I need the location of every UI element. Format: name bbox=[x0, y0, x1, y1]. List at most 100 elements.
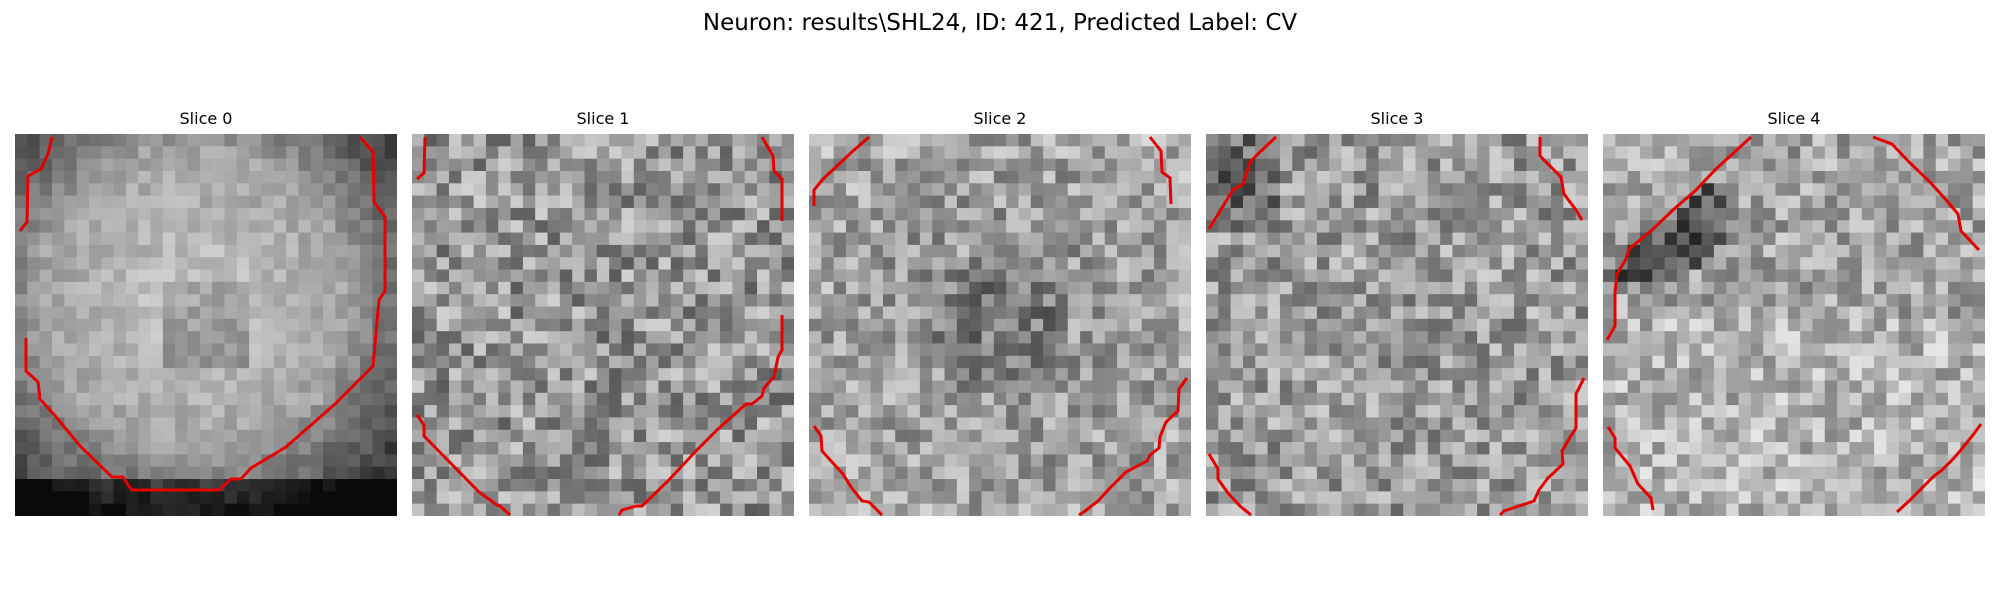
pixel bbox=[424, 158, 438, 172]
pixel bbox=[1538, 232, 1552, 246]
pixel bbox=[1713, 195, 1727, 209]
pixel bbox=[1551, 368, 1564, 382]
pixel bbox=[1279, 405, 1293, 419]
pixel bbox=[1242, 232, 1256, 246]
pixel bbox=[969, 417, 983, 431]
pixel bbox=[1763, 405, 1777, 419]
pixel bbox=[1603, 158, 1616, 172]
pixel bbox=[882, 306, 896, 320]
pixel bbox=[51, 368, 65, 382]
pixel bbox=[1440, 479, 1454, 492]
pixel bbox=[510, 294, 524, 308]
pixel bbox=[695, 392, 709, 406]
pixel bbox=[1218, 355, 1232, 369]
pixel bbox=[125, 392, 139, 406]
pixel bbox=[360, 158, 373, 172]
pixel bbox=[1664, 232, 1678, 246]
pixel bbox=[870, 294, 884, 308]
pixel bbox=[1206, 380, 1219, 394]
pixel bbox=[1292, 183, 1306, 197]
slice-title: Slice 1 bbox=[576, 109, 630, 128]
pixel bbox=[744, 232, 758, 246]
pixel bbox=[39, 207, 53, 221]
pixel bbox=[76, 318, 90, 332]
pixel bbox=[1886, 318, 1900, 332]
pixel bbox=[273, 331, 287, 345]
pixel bbox=[1230, 442, 1244, 455]
pixel bbox=[1689, 405, 1703, 419]
pixel bbox=[1440, 442, 1454, 455]
pixel bbox=[1080, 392, 1094, 406]
pixel bbox=[572, 232, 586, 246]
pixel bbox=[1676, 343, 1690, 357]
pixel bbox=[113, 232, 127, 246]
pixel bbox=[113, 442, 127, 455]
pixel bbox=[1972, 466, 1985, 480]
pixel bbox=[1575, 466, 1588, 480]
pixel bbox=[212, 281, 226, 295]
pixel bbox=[1800, 207, 1814, 221]
pixel bbox=[1477, 207, 1491, 221]
pixel bbox=[609, 207, 623, 221]
pixel bbox=[956, 318, 970, 332]
pixel bbox=[1713, 207, 1727, 221]
pixel bbox=[88, 170, 102, 184]
pixel bbox=[175, 491, 189, 505]
pixel bbox=[858, 380, 872, 394]
pixel bbox=[1341, 170, 1355, 184]
pixel bbox=[1353, 331, 1367, 345]
pixel bbox=[236, 405, 250, 419]
pixel bbox=[732, 331, 746, 345]
pixel bbox=[1948, 343, 1961, 357]
pixel bbox=[1615, 355, 1629, 369]
pixel bbox=[1206, 146, 1219, 160]
pixel bbox=[744, 269, 758, 283]
pixel bbox=[609, 405, 623, 419]
pixel bbox=[1279, 343, 1293, 357]
pixel bbox=[547, 380, 561, 394]
pixel bbox=[498, 244, 512, 258]
pixel bbox=[1812, 170, 1826, 184]
pixel bbox=[993, 134, 1007, 147]
pixel bbox=[1006, 417, 1020, 431]
pixel bbox=[249, 170, 263, 184]
pixel bbox=[633, 429, 647, 443]
pixel bbox=[323, 269, 336, 283]
pixel bbox=[1664, 380, 1678, 394]
pixel bbox=[1750, 405, 1764, 419]
pixel bbox=[1898, 195, 1912, 209]
pixel bbox=[1055, 306, 1069, 320]
pixel bbox=[347, 134, 361, 147]
pixel bbox=[821, 405, 835, 419]
pixel bbox=[101, 318, 115, 332]
pixel bbox=[1129, 479, 1143, 492]
pixel bbox=[584, 331, 598, 345]
pixel bbox=[1738, 281, 1752, 295]
pixel bbox=[1652, 294, 1666, 308]
pixel bbox=[1141, 405, 1155, 419]
pixel bbox=[1824, 281, 1838, 295]
pixel bbox=[162, 466, 176, 480]
pixel bbox=[1972, 207, 1985, 221]
pixel bbox=[1603, 207, 1616, 221]
pixel bbox=[1129, 207, 1143, 221]
pixel bbox=[584, 503, 598, 516]
pixel bbox=[596, 392, 610, 406]
pixel bbox=[298, 220, 312, 234]
pixel bbox=[919, 294, 933, 308]
pixel bbox=[596, 454, 610, 468]
pixel bbox=[1043, 503, 1057, 516]
pixel bbox=[1861, 405, 1875, 419]
pixel bbox=[1701, 442, 1715, 455]
pixel bbox=[1230, 331, 1244, 345]
pixel bbox=[1874, 466, 1888, 480]
pixel bbox=[64, 479, 78, 492]
pixel bbox=[1329, 207, 1343, 221]
pixel bbox=[1489, 331, 1503, 345]
pixel bbox=[101, 429, 115, 443]
pixel bbox=[956, 417, 970, 431]
pixel bbox=[424, 380, 438, 394]
pixel bbox=[646, 170, 660, 184]
pixel bbox=[1676, 405, 1690, 419]
pixel bbox=[162, 294, 176, 308]
